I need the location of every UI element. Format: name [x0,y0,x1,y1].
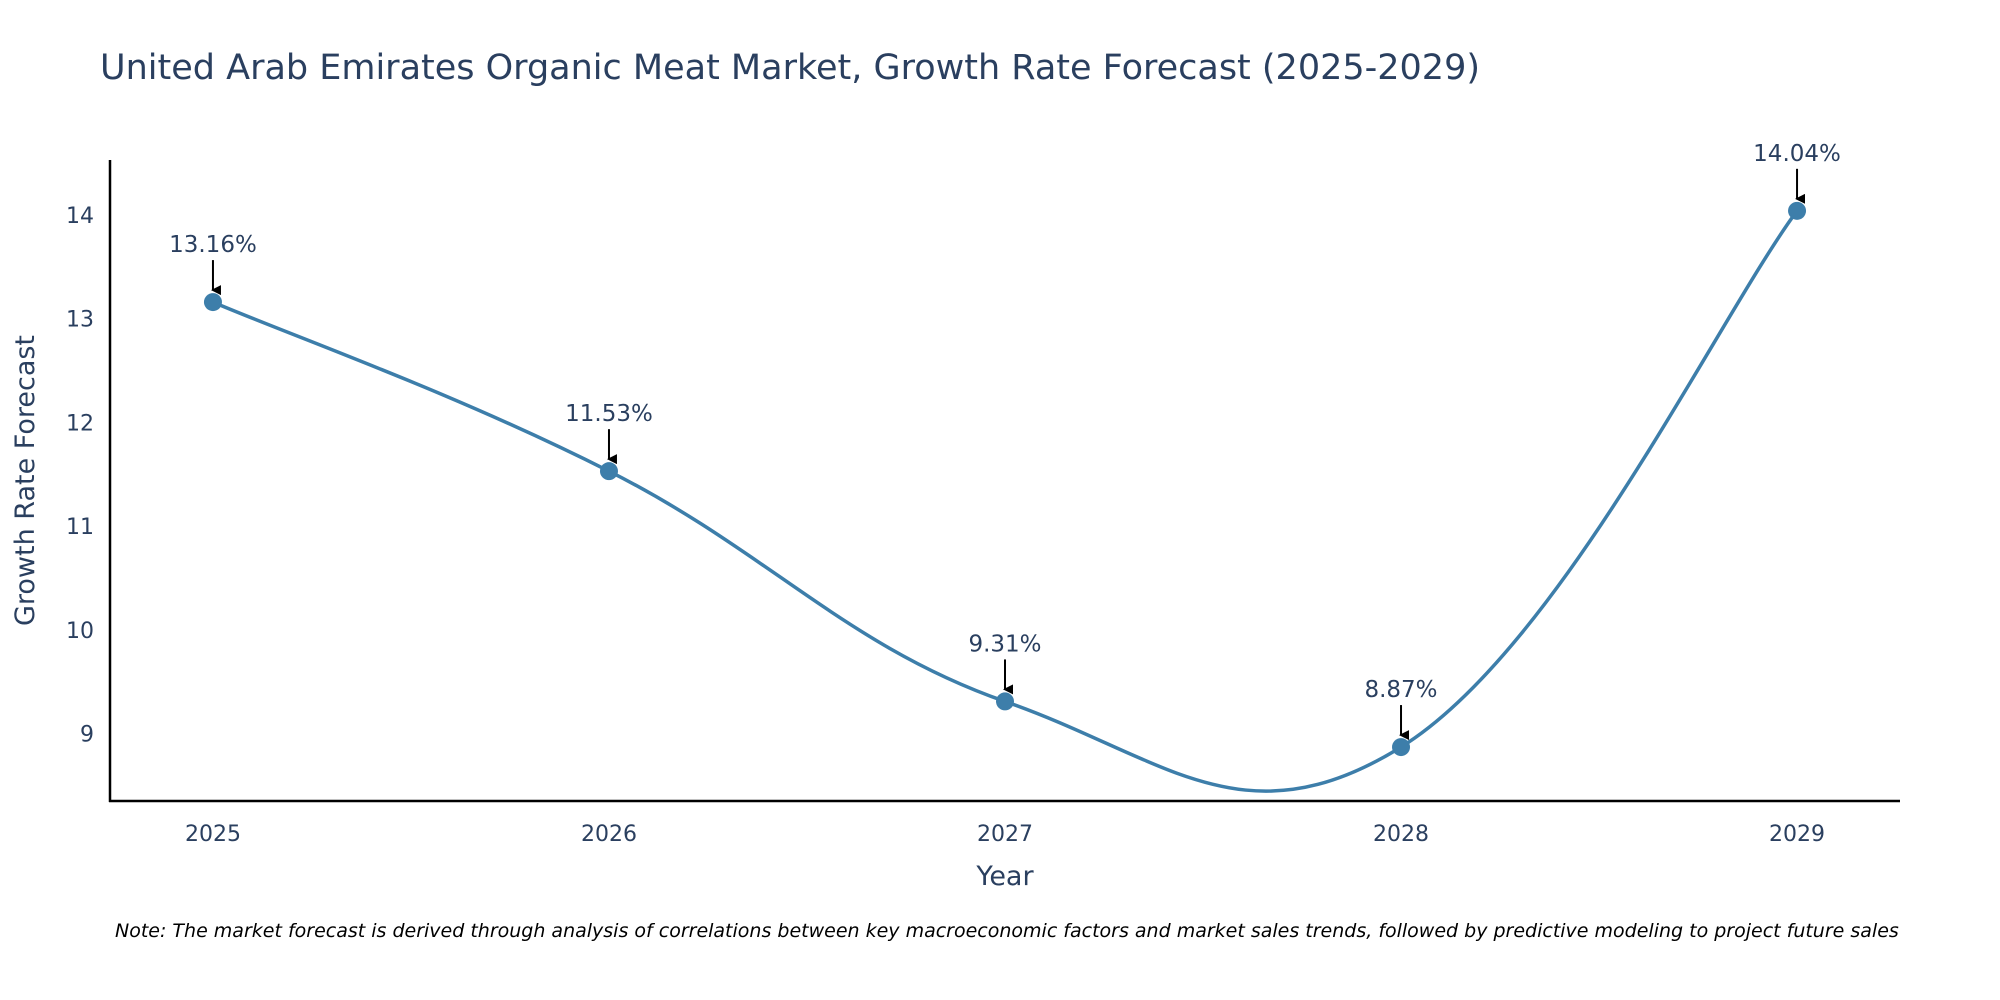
x-tick-label: 2029 [1769,822,1825,847]
x-tick-label: 2026 [581,822,637,847]
y-tick-label: 11 [66,515,94,540]
data-point-2029 [1788,201,1807,220]
x-tick-label: 2025 [185,822,241,847]
data-label: 13.16% [169,232,257,258]
data-label: 9.31% [968,631,1041,657]
y-tick-label: 14 [66,204,94,229]
y-tick-label: 12 [66,411,94,436]
y-tick-label: 9 [80,723,94,748]
data-label: 14.04% [1753,141,1841,167]
series-line [212,209,1799,793]
data-point-2027 [996,692,1014,711]
x-tick-label: 2028 [1373,822,1429,847]
data-point-2028 [1392,738,1411,757]
y-tick-label: 13 [66,308,94,333]
chart-title: United Arab Emirates Organic Meat Market… [100,48,1480,88]
data-point-2026 [599,462,618,481]
data-label: 8.87% [1364,677,1437,703]
x-tick-label: 2027 [977,822,1033,847]
data-label: 11.53% [565,401,653,427]
data-point-2025 [203,293,222,312]
y-tick-label: 10 [66,619,94,644]
y-axis-title: Growth Rate Forecast [10,335,41,626]
x-axis-title: Year [975,861,1034,892]
forecast-note: Note: The market forecast is derived thr… [115,920,1899,942]
